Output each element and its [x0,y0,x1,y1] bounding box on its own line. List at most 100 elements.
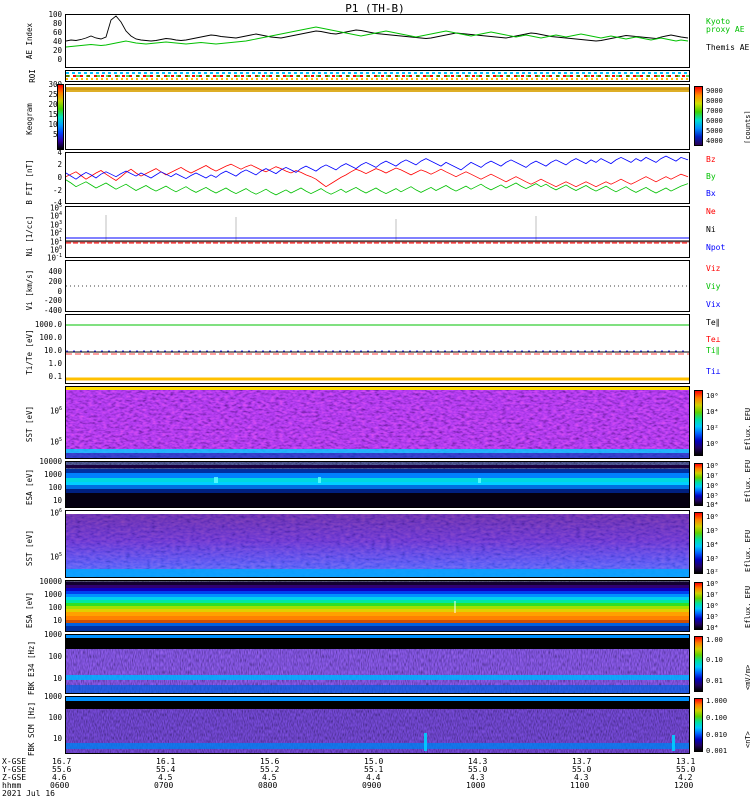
panel-b-fit [65,152,690,204]
legend-bx: Bx [706,189,716,198]
page-title: P1 (TH-B) [345,2,405,15]
legend-te-perp: Te⊥ [706,335,721,344]
xtick-hhmm: 0900 [362,781,382,790]
plot-date: 2021 Jul 16 [2,789,55,798]
vi-velocity-ytick: 400 [48,267,62,276]
b-fit-ytick: -4 [52,198,62,207]
panel-ni-density [65,206,690,258]
xtick-y-gse: 55.0 [572,765,592,774]
fbk-e34-colorbar-tick: 1.00 [706,636,723,644]
sst-electron-colorbar-tick: 10⁴ [706,408,719,416]
fbk-scm-ytick: 1000 [43,692,62,701]
ti-te-ytick: 100.0 [39,333,62,342]
sst-ion-ylabel: SST [eV] [25,529,34,567]
ae-index-ytick: 60 [52,28,62,37]
ae-index-ytick: 80 [52,19,62,28]
ni-density-traces [66,215,689,244]
vi-velocity-ytick: -200 [43,296,62,305]
sst-electron-spectrogram [66,387,689,458]
esa-electron-colorbar-tick: 10⁴ [706,501,719,509]
xtick-x-gse: 16.7 [52,757,72,766]
xtick-hhmm: 1100 [570,781,590,790]
sst-ion-colorbar-tick: 10⁵ [706,527,719,535]
sst-ion-colorbar-tick: 10⁶ [706,513,719,521]
b-fit-ytick: 2 [57,160,62,169]
esa-electron-colorbar [694,463,703,506]
ni-density-ytick: 10-1 [46,253,62,263]
xtick-hhmm: 1200 [674,781,694,790]
fbk-scm-spectrogram [66,697,689,753]
esa-electron-colorbar-tick: 10⁵ [706,492,719,500]
ti-te-ytick: 10.0 [43,346,62,355]
esa-ion-colorbar-tick: 10⁴ [706,624,719,632]
keogram-colorbar-tick: 7000 [706,107,723,115]
panel-keogram [65,84,690,150]
keogram-colorbar-tick: 8000 [706,97,723,105]
xtick-z-gse: 4.2 [678,773,693,782]
xtick-x-gse: 13.7 [572,757,592,766]
keogram-colorbar-tick: 4000 [706,137,723,145]
xtick-x-gse: 13.1 [676,757,696,766]
esa-ion-ytick: 10000 [39,577,62,586]
esa-ion-colorbar-tick: 10⁸ [706,580,719,588]
xtick-z-gse: 4.3 [470,773,485,782]
legend-te-par: Te∥ [706,318,720,327]
keogram-left-colorstrip [57,84,64,150]
esa-electron-colorbar-tick: 10⁶ [706,482,719,490]
legend-bz: Bz [706,155,716,164]
fbk-scm-colorbar [694,698,703,752]
xtick-y-gse: 55.1 [364,765,384,774]
xtick-y-gse: 55.6 [52,765,72,774]
panel-ti-te-temperature [65,314,690,384]
legend-ne: Ne [706,207,716,216]
ti-te-ytick: 0.1 [48,372,62,381]
panel-sst-ion [65,510,690,578]
esa-electron-ytick: 10000 [39,457,62,466]
keogram-ytick: 250 [48,90,62,99]
sst-ion-colorbar-tick: 10² [706,568,719,576]
ni-density-ytick: 105 [49,203,62,213]
panel-esa-ion [65,580,690,632]
sst-electron-ytick: 105 [49,437,62,447]
legend-npot: Npot [706,243,726,252]
xtick-z-gse: 4.4 [366,773,381,782]
esa-ion-colorbar-tick: 10⁶ [706,602,719,610]
panel-esa-electron [65,461,690,508]
esa-electron-colorbar-tick: 10⁸ [706,462,719,470]
sst-ion-spectrogram [66,511,689,577]
ae-index-ytick: 100 [48,10,62,19]
keogram-ytick: 300 [48,80,62,89]
keogram-colorbar-tick: 9000 [706,87,723,95]
legend-ti-par: Ti∥ [706,346,720,355]
b-fit-ytick: 0 [57,173,62,182]
legend-kyoto-proxy-ae-line2: proxy AE [706,25,745,34]
panel-roi [65,70,690,82]
legend-kyoto-proxy-ae: Kyoto [706,17,731,26]
legend-by: By [706,172,716,181]
sst-electron-colorbar-tick: 10⁶ [706,392,719,400]
sst-electron-colorbar [694,390,703,456]
keogram-ytick: 150 [48,110,62,119]
esa-ion-ytick: 10 [52,616,62,625]
panel-ae-index [65,14,690,68]
xtick-y-gse: 55.2 [260,765,280,774]
fbk-scm-colorbar-tick: 0.010 [706,731,728,739]
esa-electron-colorbar-tick: 10⁷ [706,472,719,480]
xaxis-label-hhmm: hhmm [2,781,22,790]
keogram-spectrogram [66,85,689,149]
legend-viy: Viy [706,282,721,291]
panel-vi-velocity [65,260,690,312]
xtick-z-gse: 4.5 [158,773,173,782]
xtick-z-gse: 4.5 [262,773,277,782]
esa-ion-colorbar-label: Eflux, EFU [744,585,750,628]
vi-velocity-ytick: 200 [48,277,62,286]
b-fit-ytick: 4 [57,148,62,157]
legend-themis-ae: Themis AE [706,43,750,52]
fbk-e34-ytick: 100 [48,652,62,661]
ti-te-ytick: 1000.0 [34,320,62,329]
panel-sst-electron [65,386,690,459]
xtick-hhmm: 0800 [258,781,278,790]
sst-ion-colorbar-label: Eflux, EFU [744,529,750,572]
fbk-e34-spectrogram [66,635,689,693]
b-fit-traces [66,155,689,196]
